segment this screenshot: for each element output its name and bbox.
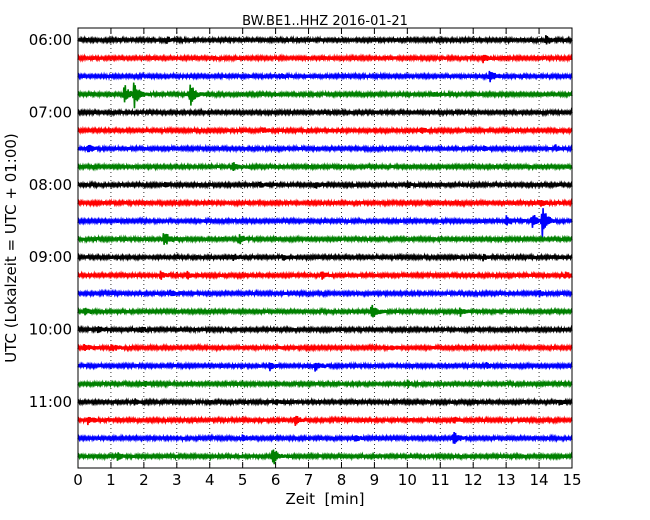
x-tick-label: 6	[271, 471, 281, 489]
x-tick-label: 15	[562, 471, 581, 489]
x-tick-label: 12	[464, 471, 483, 489]
trace-line	[77, 288, 573, 299]
x-tick-label: 3	[172, 471, 182, 489]
trace-line	[77, 415, 573, 426]
plot-frame	[77, 27, 573, 469]
trace-line	[77, 432, 573, 444]
trace-line	[77, 304, 573, 318]
trace-line	[77, 179, 573, 190]
trace-line	[77, 35, 573, 45]
trace-line	[77, 161, 573, 172]
y-tick-label: 11:00	[29, 393, 72, 411]
chart-title: BW.BE1..HHZ 2016-01-21	[242, 14, 408, 29]
trace-line	[77, 252, 573, 263]
trace-line	[77, 342, 573, 353]
trace-line	[77, 270, 573, 281]
y-tick-label: 10:00	[29, 321, 72, 339]
x-tick-label: 7	[304, 471, 314, 489]
x-tick-label: 13	[497, 471, 516, 489]
trace-line	[77, 208, 573, 239]
traces	[77, 35, 573, 465]
grid-lines	[110, 28, 540, 468]
trace-line	[77, 125, 573, 136]
trace-line	[77, 233, 573, 245]
x-axis-label: Zeit [min]	[285, 490, 364, 508]
x-tick-label: 1	[106, 471, 116, 489]
trace-line	[77, 82, 573, 109]
x-tick-label: 4	[205, 471, 215, 489]
trace-line	[77, 143, 573, 154]
trace-line	[77, 107, 573, 118]
trace-line	[77, 379, 573, 389]
trace-line	[77, 324, 573, 335]
y-tick-label: 08:00	[29, 176, 72, 194]
x-tick-label: 0	[73, 471, 83, 489]
x-tick-label: 9	[370, 471, 380, 489]
x-tick-label: 11	[431, 471, 450, 489]
trace-line	[77, 70, 573, 83]
trace-line	[77, 449, 573, 465]
x-tick-label: 8	[337, 471, 347, 489]
y-tick-label: 06:00	[29, 31, 72, 49]
trace-line	[77, 53, 573, 64]
y-axis-label: UTC (Lokalzeit = UTC + 01:00)	[2, 133, 20, 363]
trace-line	[77, 360, 573, 372]
trace-line	[77, 197, 573, 208]
x-tick-label: 10	[398, 471, 417, 489]
x-tick-label: 14	[530, 471, 549, 489]
y-axis-ticks: 06:00 07:00 08:00 09:00 10:00 11:00	[29, 31, 572, 411]
y-tick-label: 09:00	[29, 248, 72, 266]
x-tick-label: 2	[139, 471, 149, 489]
x-axis-ticks: 0 1 2 3 4 5 6 7 8 9 10 11 12 13 14 15	[73, 28, 582, 489]
trace-line	[77, 396, 573, 407]
y-tick-label: 07:00	[29, 103, 72, 121]
x-tick-label: 5	[238, 471, 248, 489]
